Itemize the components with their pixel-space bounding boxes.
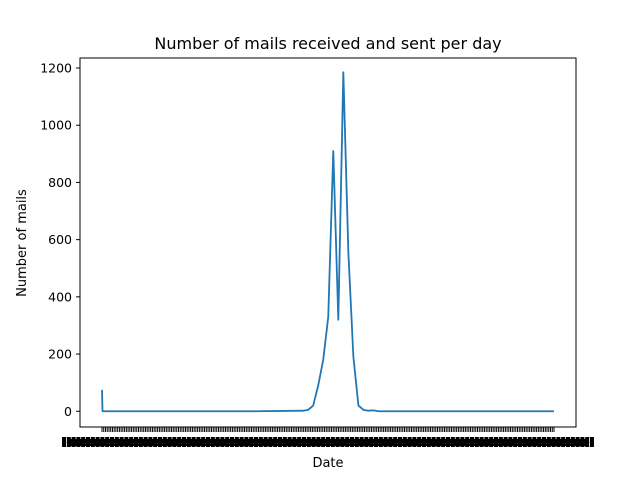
series-line-0: [101, 71, 554, 413]
y-tick-label: 800: [48, 175, 72, 190]
y-tick-label: 1200: [40, 61, 72, 76]
y-axis-label: Number of mails: [15, 189, 30, 297]
y-tick-label: 1000: [40, 118, 72, 133]
x-tick-label-glyph: [590, 437, 594, 447]
y-tick-label: 200: [48, 347, 72, 362]
plot-frame: [79, 57, 577, 428]
x-tick-label-band: [70, 439, 586, 446]
x-tick-marks: [101, 427, 555, 432]
x-tick-label-glyph: [62, 437, 66, 447]
x-tick-labels-overlapping: [62, 437, 594, 447]
plot-area: 0 200 400 600 800 1000 1200: [40, 57, 594, 447]
y-tick-label: 0: [64, 404, 72, 419]
chart-title: Number of mails received and sent per da…: [154, 34, 501, 53]
x-axis-label: Date: [312, 456, 343, 471]
x-tick-label-glyph: [585, 437, 590, 447]
y-tick-label: 400: [48, 289, 72, 304]
x-tick-label-glyph: [66, 437, 71, 447]
y-tick-label: 600: [48, 232, 72, 247]
